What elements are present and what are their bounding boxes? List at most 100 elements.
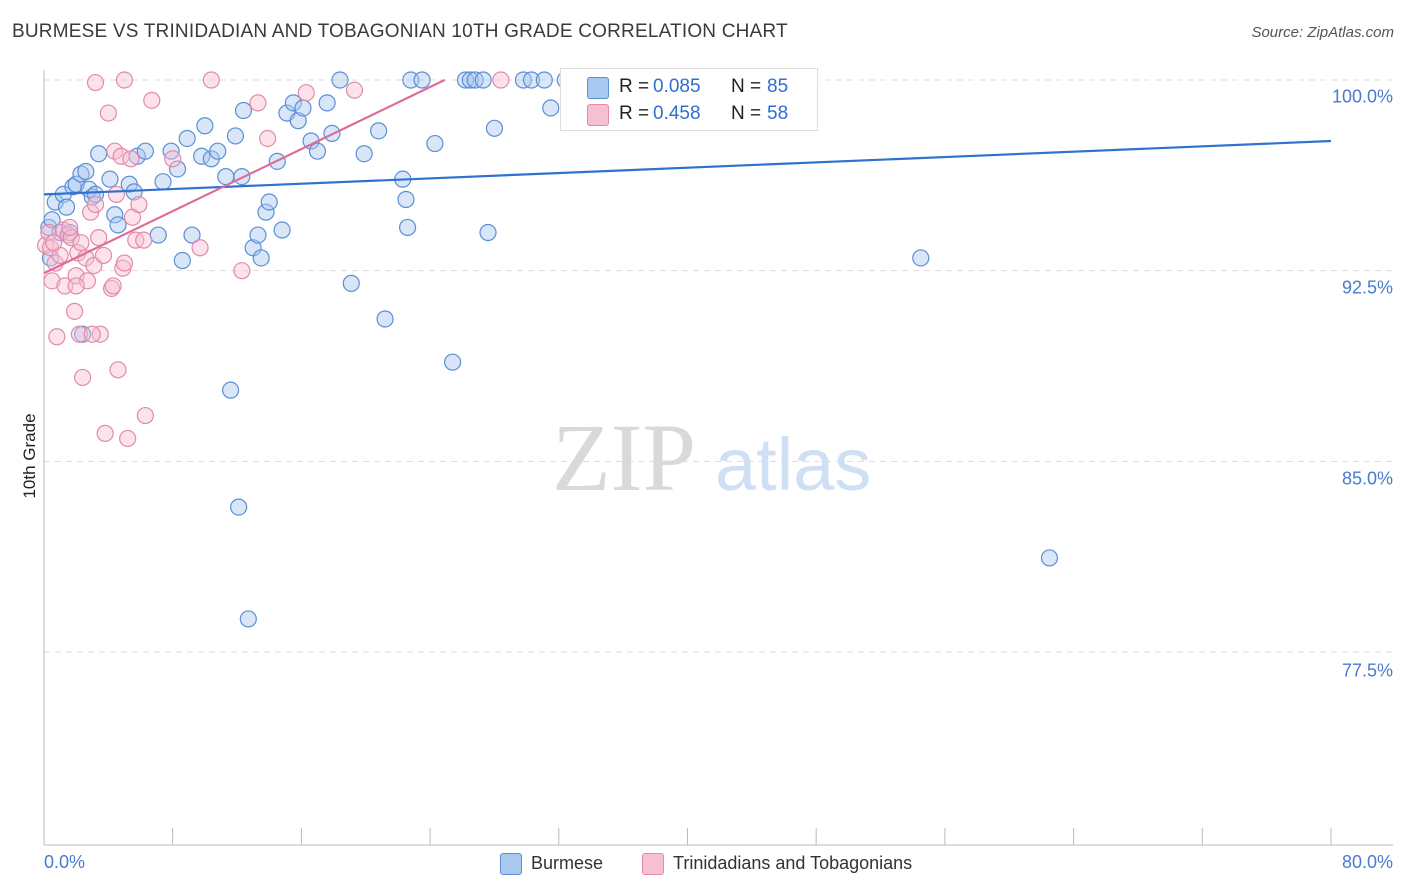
- watermark: ZIP atlas: [552, 404, 871, 511]
- burmese-point: [273, 221, 291, 239]
- trinidadian-point: [67, 277, 85, 295]
- burmese-points: [40, 71, 1059, 628]
- burmese-point: [252, 249, 270, 267]
- burmese-point: [106, 206, 124, 224]
- trinidadian-point: [143, 91, 161, 109]
- trinidadian-point: [259, 129, 277, 148]
- y-tick-label: 100.0%: [1331, 86, 1393, 107]
- trinidadian-point: [99, 104, 117, 122]
- trinidadian-point: [122, 150, 140, 168]
- burmese-point: [444, 353, 462, 371]
- trinidadian-point: [70, 325, 88, 343]
- burmese-point: [284, 94, 302, 112]
- stats-box: R = 0.085 N = 85 R = 0.458 N = 58: [560, 68, 818, 131]
- burmese-point: [542, 99, 560, 117]
- trinidadian-point: [112, 147, 130, 165]
- trinidadian-point: [83, 325, 101, 343]
- burmese-swatch: [587, 77, 609, 99]
- burmese-point: [289, 112, 307, 130]
- r-value-trinidadian: 0.458: [653, 103, 701, 124]
- burmese-point: [209, 142, 227, 160]
- burmese-point: [474, 71, 492, 89]
- n-value-trinidadian: 58: [767, 103, 789, 124]
- burmese-point: [193, 147, 211, 165]
- burmese-point: [522, 71, 541, 89]
- burmese-point: [226, 127, 245, 145]
- axes: [43, 70, 1393, 846]
- stats-row-burmese: R = 0.085 N = 85: [561, 74, 817, 100]
- burmese-point: [183, 226, 201, 244]
- r-label: R =: [619, 76, 650, 97]
- burmese-point: [398, 218, 417, 237]
- n-label: N =: [731, 103, 762, 124]
- burmese-point: [376, 310, 394, 328]
- legend: Burmese Trinidadians and Tobagonians: [0, 852, 1406, 878]
- trinidadian-point: [135, 231, 153, 249]
- burmese-point: [168, 160, 187, 178]
- burmese-point: [318, 94, 336, 112]
- burmese-point: [413, 71, 431, 89]
- burmese-point: [222, 381, 240, 399]
- x-tick-label-max: 80.0%: [1341, 852, 1393, 872]
- chart-title: BURMESE VS TRINIDADIAN AND TOBAGONIAN 10…: [12, 21, 788, 42]
- legend-label-burmese: Burmese: [531, 853, 604, 873]
- trinidadian-trend-line: [43, 79, 446, 275]
- burmese-point: [535, 71, 553, 89]
- burmese-point: [149, 226, 167, 244]
- trinidadian-point: [67, 267, 85, 285]
- trend-lines: [43, 79, 1332, 275]
- trinidadian-point: [45, 234, 63, 252]
- burmese-point: [77, 162, 95, 181]
- watermark-zip: ZIP: [552, 404, 696, 511]
- stats-row-trinidadian: R = 0.458 N = 58: [561, 101, 817, 127]
- trinidadian-point: [94, 246, 113, 265]
- burmese-point: [461, 71, 479, 89]
- trinidadian-point: [65, 302, 84, 320]
- trinidadian-point: [136, 406, 154, 425]
- burmese-point: [397, 190, 415, 209]
- n-label: N =: [731, 76, 762, 97]
- trinidadian-point: [96, 424, 114, 442]
- trinidadian-point: [109, 361, 127, 379]
- burmese-point: [196, 117, 214, 135]
- trinidadian-point: [202, 71, 220, 89]
- n-value-burmese: 85: [767, 76, 789, 97]
- burmese-point: [86, 185, 105, 203]
- burmese-point: [72, 165, 90, 183]
- burmese-point: [308, 142, 327, 160]
- trinidadian-point: [130, 195, 148, 214]
- trinidadian-point: [115, 254, 134, 272]
- burmese-point: [109, 216, 127, 234]
- x-tick-label-min: 0.0%: [44, 852, 86, 872]
- burmese-point: [912, 249, 930, 267]
- trinidadian-point: [72, 234, 90, 252]
- source-label: Source: ZipAtlas.com: [1251, 24, 1394, 41]
- trinidadian-point: [107, 185, 125, 203]
- watermark-atlas: atlas: [715, 423, 871, 506]
- burmese-point: [355, 145, 373, 163]
- trinidadian-point: [61, 218, 79, 237]
- burmese-point: [1040, 549, 1059, 567]
- burmese-point: [479, 223, 497, 242]
- burmese-point: [426, 134, 444, 153]
- trinidadian-point: [86, 73, 105, 92]
- trinidadian-point: [119, 429, 137, 448]
- legend-swatch-burmese: [500, 853, 522, 875]
- r-value-burmese: 0.085: [653, 76, 701, 97]
- trinidadian-point: [86, 195, 105, 214]
- burmese-point: [234, 101, 253, 120]
- burmese-point: [342, 274, 360, 292]
- burmese-point: [249, 226, 267, 244]
- burmese-point: [485, 119, 504, 137]
- trinidadian-point: [191, 239, 209, 257]
- trinidadian-point: [48, 328, 66, 346]
- burmese-point: [57, 198, 76, 216]
- burmese-point: [178, 129, 196, 148]
- r-label: R =: [619, 103, 650, 124]
- trinidadian-point: [492, 71, 510, 89]
- burmese-point: [260, 193, 278, 211]
- burmese-point: [239, 610, 257, 628]
- burmese-point: [456, 71, 475, 89]
- trinidadian-point: [115, 71, 134, 89]
